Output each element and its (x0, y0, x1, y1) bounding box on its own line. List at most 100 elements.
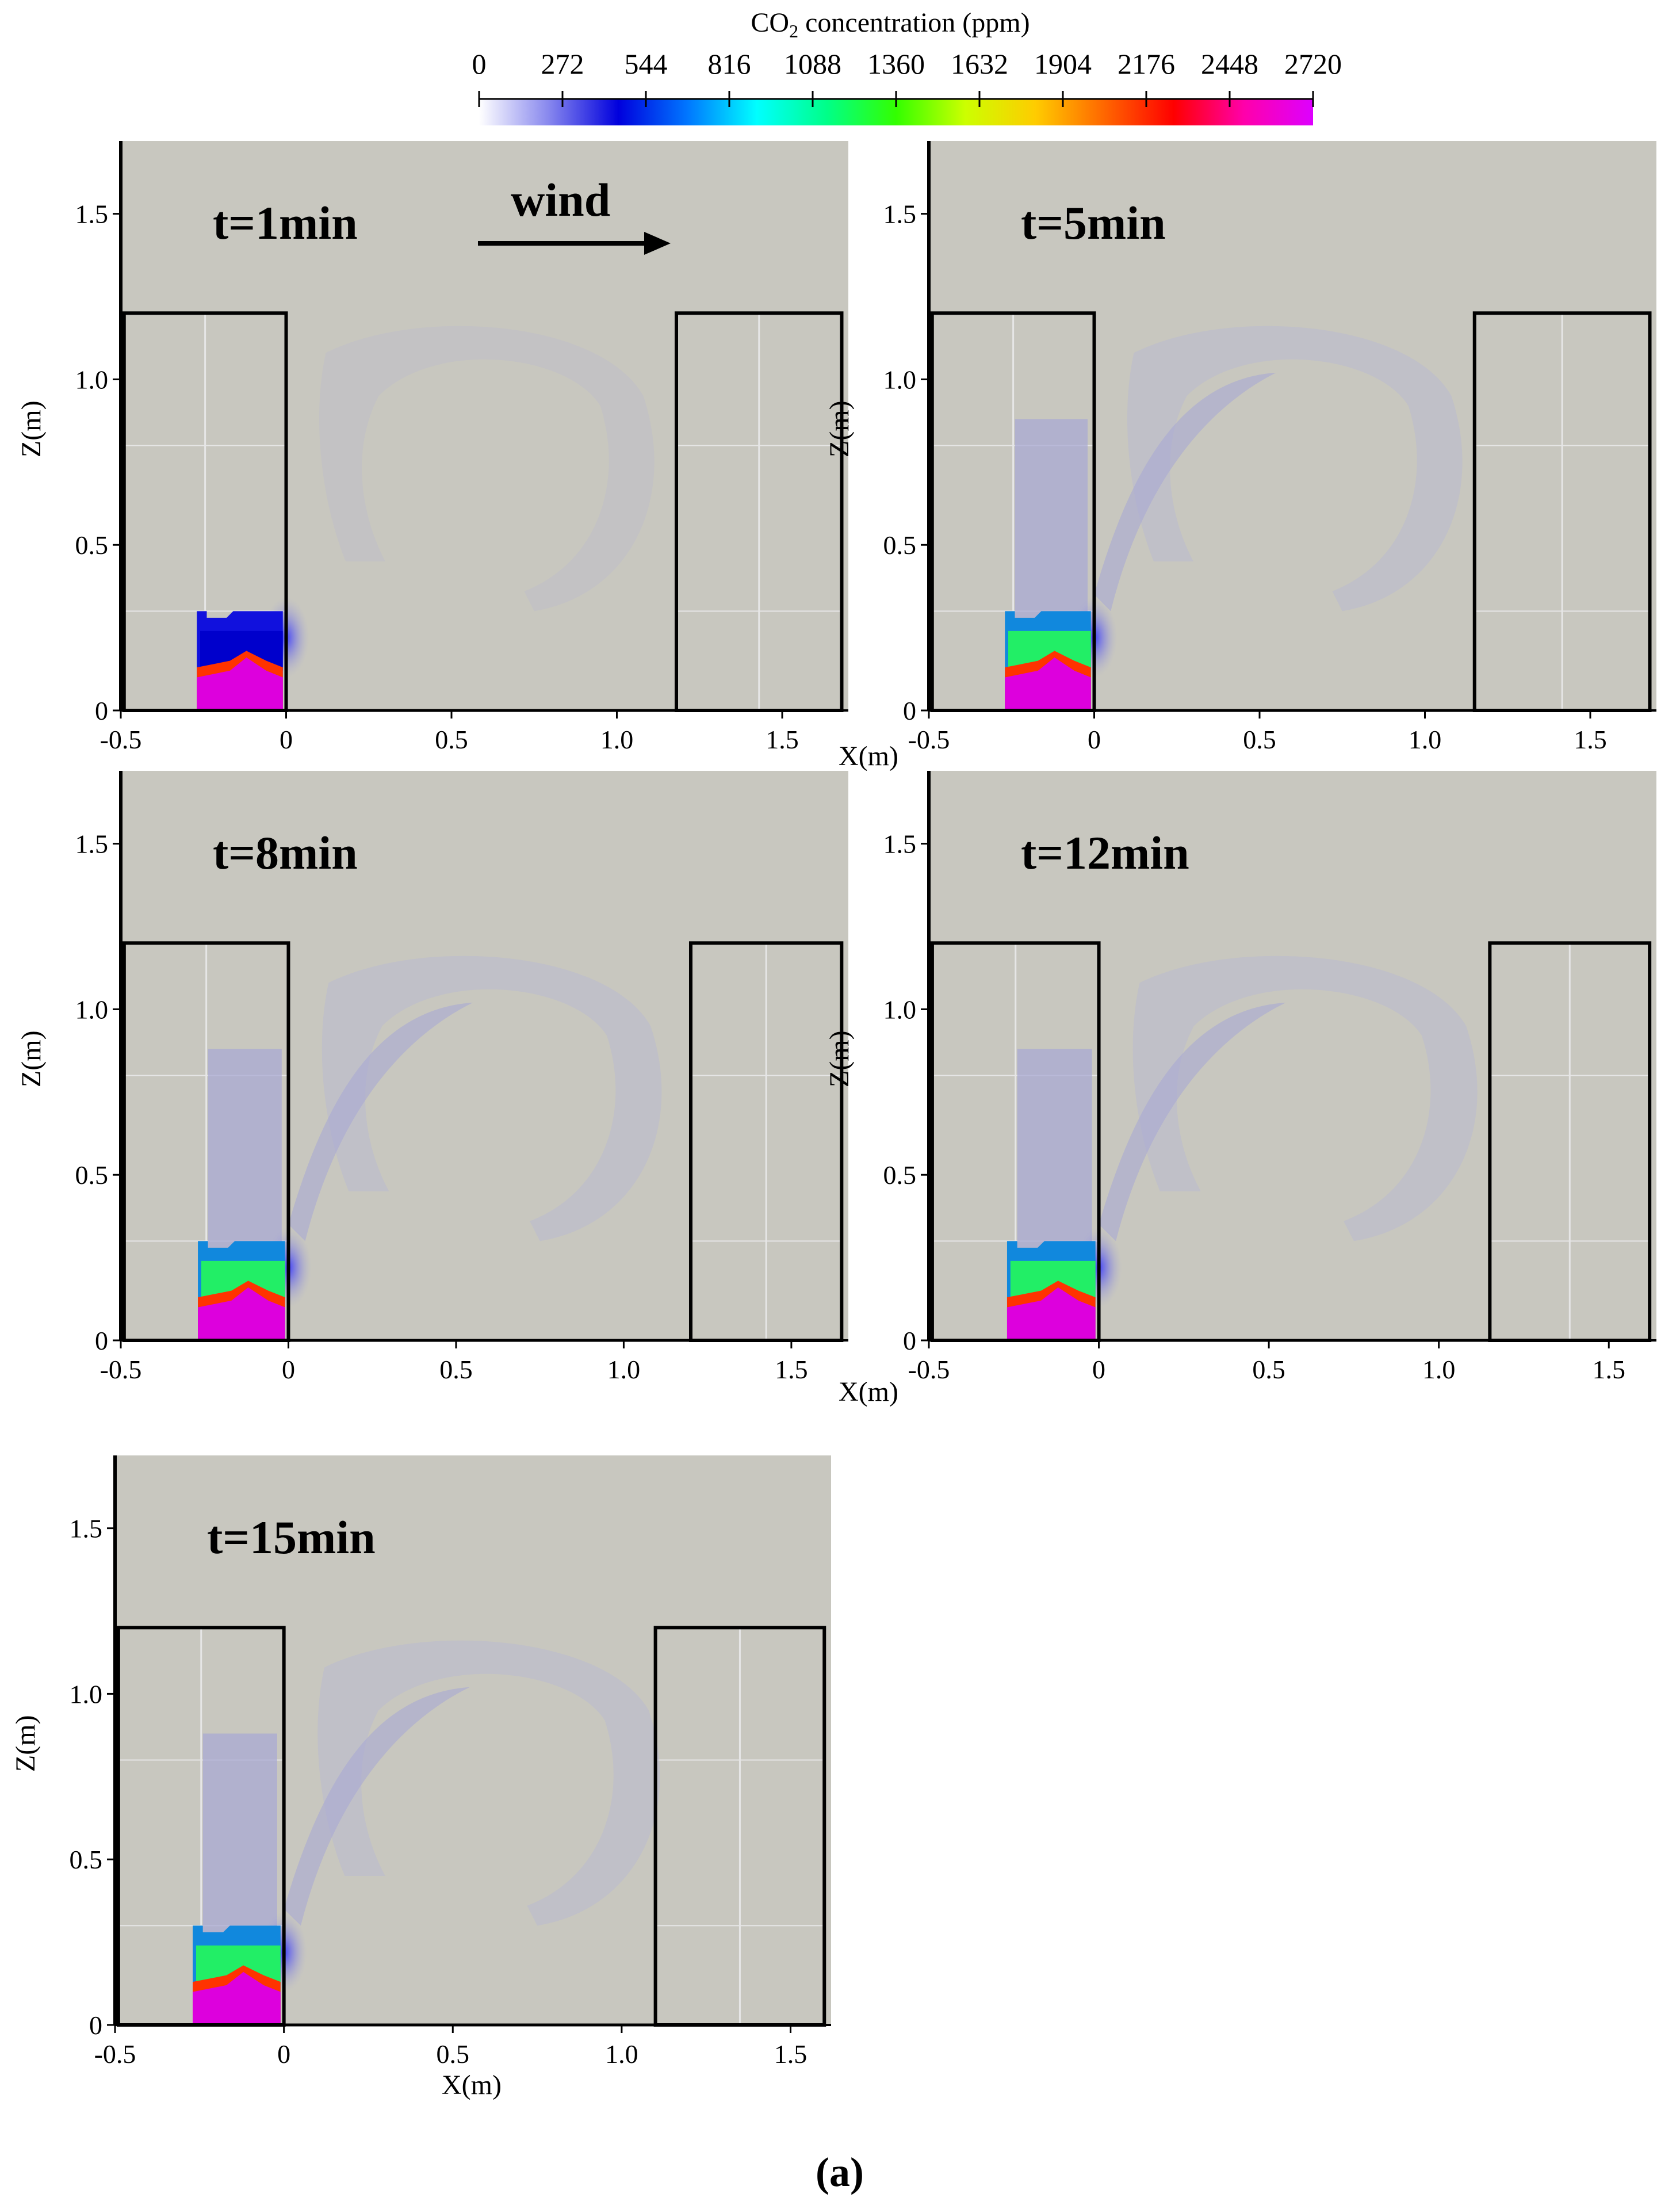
panel-time-label: t=8min (213, 827, 358, 879)
source-room-core (197, 657, 283, 710)
z-axis-title: Z(m) (10, 1715, 41, 1772)
figure-caption: (a) (816, 2149, 864, 2195)
z-axis-title: Z(m) (16, 1030, 47, 1087)
colorbar-tick-label: 2720 (1284, 48, 1342, 80)
z-tick-label: 0.5 (883, 530, 917, 560)
z-tick-label: 0.5 (75, 530, 109, 560)
colorbar-tick-label: 1904 (1034, 48, 1092, 80)
x-tick-label: 0 (277, 2039, 290, 2069)
x-tick-label: -0.5 (908, 1355, 950, 1384)
z-axis-title: Z(m) (824, 1030, 855, 1087)
x-tick-label: -0.5 (908, 725, 950, 754)
x-tick-label: 0 (280, 725, 293, 754)
x-tick-label: -0.5 (100, 1355, 142, 1384)
x-tick-label: 0.5 (1252, 1355, 1285, 1384)
panel-4: 00.51.01.5Z(m)-0.5 0 0.5 1.0 1.5t=12min (824, 771, 1656, 1384)
z-tick-label: 1.5 (883, 200, 917, 229)
z-tick-label: 0.5 (75, 1160, 109, 1190)
z-axis-title: Z(m) (16, 400, 47, 457)
x-tick-label: 1.0 (600, 725, 634, 754)
x-tick-label: 0 (1092, 1355, 1105, 1384)
plume-vortex (1127, 326, 1463, 612)
plume-rising-arm (288, 1002, 473, 1241)
plume-rising-arm (284, 1687, 470, 1926)
colorbar-tick-label: 816 (708, 48, 751, 80)
z-tick-label: 0 (89, 2011, 102, 2040)
plume-rising-arm (1099, 1002, 1286, 1241)
plume-vortex (319, 326, 655, 612)
source-room-core (1005, 657, 1091, 710)
z-tick-label: 0.5 (883, 1160, 917, 1190)
plume-indoor (1015, 419, 1088, 618)
colorbar-tick-label: 0 (472, 48, 487, 80)
x-tick-label: 0.5 (439, 1355, 473, 1384)
source-room-core (193, 1971, 281, 2025)
panel-2: 00.51.01.5Z(m)-0.5 0 0.5 1.0 1.5t=5min (824, 141, 1656, 754)
z-tick-label: 0.5 (70, 1845, 103, 1874)
z-tick-label: 0 (903, 1326, 916, 1355)
x-tick-label: 1.5 (774, 2039, 808, 2069)
colorbar-tick-label: 544 (625, 48, 668, 80)
z-tick-label: 0 (95, 1326, 108, 1355)
x-axis-title: X(m) (839, 741, 898, 771)
wind-label: wind (511, 174, 610, 226)
z-tick-label: 1.0 (70, 1679, 103, 1709)
panel-time-label: t=15min (207, 1511, 376, 1564)
z-tick-label: 0 (95, 696, 108, 725)
panel-5: 00.51.01.5Z(m)-0.5 0 0.5 1.0 1.5X(m)t=15min (10, 1455, 831, 2100)
colorbar-tick-label: 1632 (951, 48, 1008, 80)
x-tick-label: 0 (1088, 725, 1101, 754)
z-tick-label: 1.5 (70, 1514, 103, 1543)
z-tick-label: 1.0 (883, 365, 917, 394)
x-tick-label: 1.0 (1422, 1355, 1456, 1384)
x-tick-label: 1.5 (766, 725, 799, 754)
plume-vortex (1132, 956, 1478, 1241)
plume-indoor (1017, 1049, 1092, 1248)
panel-time-label: t=12min (1021, 827, 1189, 879)
source-room-core (198, 1287, 285, 1340)
colorbar-ticks: 0 272 544 816 1088 1360 1632 1904 2176 2448 2720 (472, 48, 1342, 107)
x-tick-label: 0.5 (1243, 725, 1276, 754)
colorbar-tick-label: 1360 (867, 48, 925, 80)
x-tick-label: 0 (282, 1355, 295, 1384)
z-tick-label: 1.5 (75, 830, 109, 859)
x-tick-label: -0.5 (94, 2039, 136, 2069)
z-tick-label: 1.5 (75, 200, 109, 229)
x-tick-label: -0.5 (100, 725, 142, 754)
x-tick-label: 1.5 (1592, 1355, 1625, 1384)
z-tick-label: 1.0 (75, 995, 109, 1024)
z-axis-title: Z(m) (824, 400, 855, 457)
x-tick-label: 1.5 (1574, 725, 1607, 754)
colorbar-tick-label: 1088 (784, 48, 841, 80)
x-tick-label: 1.0 (607, 1355, 641, 1384)
x-tick-label: 1.0 (605, 2039, 638, 2069)
panels: 00.51.01.5Z(m)-0.5 0 0.5 1.0 1.5X(m)t=1min wi… (10, 141, 1656, 2100)
plume-indoor (202, 1733, 277, 1932)
wind-arrow-head (644, 232, 671, 255)
panel-3: 00.51.01.5Z(m)-0.5 0 0.5 1.0 1.5X(m)t=8min (16, 771, 898, 1407)
plume-vortex (317, 1640, 660, 1926)
plume-vortex (322, 956, 662, 1241)
x-axis-title: X(m) (839, 1377, 898, 1407)
panel-time-label: t=1min (213, 197, 358, 249)
colorbar-title: CO2 concentration (ppm) (751, 7, 1030, 41)
x-tick-label: 0.5 (435, 725, 468, 754)
z-tick-label: 0 (903, 696, 916, 725)
x-tick-label: 1.5 (775, 1355, 808, 1384)
x-tick-label: 0.5 (437, 2039, 470, 2069)
panel-1: 00.51.01.5Z(m)-0.5 0 0.5 1.0 1.5X(m)t=1min wi… (16, 141, 898, 771)
x-axis-title: X(m) (442, 2070, 502, 2100)
source-room-core (1007, 1287, 1096, 1340)
z-tick-label: 1.5 (883, 830, 917, 859)
colorbar-tick-label: 2448 (1201, 48, 1258, 80)
z-tick-label: 1.0 (75, 365, 109, 394)
colorbar: CO2 concentration (ppm) 0 272 544 816 1088 13… (472, 7, 1342, 125)
colorbar-tick-label: 2176 (1118, 48, 1175, 80)
colorbar-tick-label: 272 (541, 48, 584, 80)
x-tick-label: 1.0 (1409, 725, 1442, 754)
panel-time-label: t=5min (1021, 197, 1166, 249)
plume-rising-arm (1094, 372, 1276, 612)
plume-indoor (208, 1049, 282, 1248)
z-tick-label: 1.0 (883, 995, 917, 1024)
